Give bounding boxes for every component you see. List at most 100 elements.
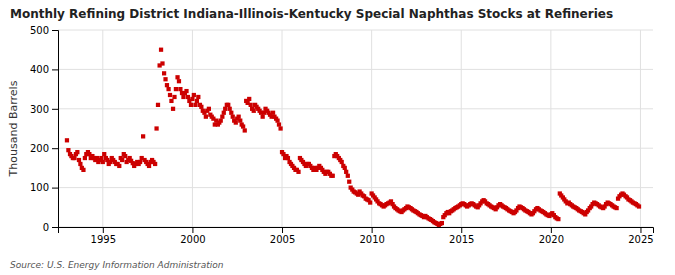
point: [252, 109, 256, 113]
y-tick-label: 300: [30, 104, 49, 115]
point: [343, 166, 347, 170]
source: Source: U.S. Energy Information Administ…: [10, 260, 224, 270]
point: [102, 152, 106, 156]
point: [72, 156, 76, 160]
x-grid-line: [102, 30, 103, 227]
x-tick: 2025: [628, 227, 653, 245]
point: [160, 61, 164, 65]
point: [278, 126, 282, 130]
y-tick-label: 100: [30, 182, 49, 193]
point: [99, 156, 103, 160]
x-tick: 2005: [270, 227, 295, 245]
point: [228, 107, 232, 111]
point: [123, 154, 127, 158]
point: [178, 87, 182, 91]
point: [193, 103, 197, 107]
point: [168, 93, 172, 97]
grid: [58, 30, 653, 227]
y-grid-line: [58, 30, 653, 31]
x-tick: 2000: [180, 227, 205, 245]
point: [171, 107, 175, 111]
x-grid-line: [550, 30, 551, 227]
point: [222, 111, 226, 115]
x-tick-mark: [461, 227, 462, 233]
x-grid-line: [461, 30, 462, 227]
point: [207, 107, 211, 111]
x-tick: 2020: [539, 227, 564, 245]
y-tick: 300: [30, 104, 58, 115]
y-tick-label: 500: [30, 25, 49, 36]
y-grid-line: [58, 69, 653, 70]
point: [186, 95, 190, 99]
point: [237, 115, 241, 119]
point: [192, 93, 196, 97]
x-tick-label: 2010: [359, 234, 384, 245]
y-tick-label: 400: [30, 64, 49, 75]
point: [78, 162, 82, 166]
x-tick-mark: [282, 227, 283, 233]
point: [181, 95, 185, 99]
x-tick-label: 2000: [180, 234, 205, 245]
point: [141, 134, 145, 138]
point: [175, 75, 179, 79]
point: [189, 103, 193, 107]
chart: 1995200020052010201520202025010020030040…: [0, 0, 675, 275]
y-tick-label: 0: [43, 222, 49, 233]
y-tick: 200: [30, 143, 58, 154]
point: [346, 174, 350, 178]
y-tick: 400: [30, 64, 58, 75]
point: [238, 118, 242, 122]
x-tick-label: 2015: [449, 234, 474, 245]
y-tick-label: 200: [30, 143, 49, 154]
point: [196, 95, 200, 99]
points: [65, 48, 641, 227]
point: [101, 160, 105, 164]
point: [331, 174, 335, 178]
point: [340, 160, 344, 164]
point: [77, 158, 81, 162]
point: [226, 103, 230, 107]
point: [271, 111, 275, 115]
x-tick-label: 2020: [539, 234, 564, 245]
point: [368, 200, 372, 204]
y-tick-mark: [52, 148, 58, 149]
y-tick: 0: [43, 222, 58, 233]
x-tick-label: 2025: [628, 234, 653, 245]
y-tick: 100: [30, 182, 58, 193]
point: [199, 105, 203, 109]
point: [220, 115, 224, 119]
point: [172, 95, 176, 99]
point: [81, 168, 85, 172]
point: [190, 97, 194, 101]
x-grid-line: [640, 30, 641, 227]
point: [234, 120, 238, 124]
y-grid-line: [58, 187, 653, 188]
point: [117, 164, 121, 168]
x-tick-mark: [192, 227, 193, 233]
point: [163, 77, 167, 81]
point: [440, 221, 444, 225]
point: [153, 162, 157, 166]
point: [75, 150, 79, 154]
point: [120, 158, 124, 162]
point: [147, 164, 151, 168]
point: [296, 170, 300, 174]
point: [166, 87, 170, 91]
point: [277, 122, 281, 126]
point: [223, 107, 227, 111]
point: [231, 115, 235, 119]
y-tick-mark: [52, 30, 58, 31]
point: [219, 118, 223, 122]
x-axis: 1995200020052010201520202025: [59, 227, 654, 245]
point: [174, 87, 178, 91]
point: [261, 115, 265, 119]
point: [195, 99, 199, 103]
point: [156, 103, 160, 107]
x-tick-mark: [551, 227, 552, 233]
title: Monthly Refining District Indiana-Illino…: [10, 7, 613, 21]
y-tick-mark: [52, 109, 58, 110]
point: [286, 156, 290, 160]
point: [637, 204, 641, 208]
y-grid-line: [58, 108, 653, 109]
point: [159, 48, 163, 52]
